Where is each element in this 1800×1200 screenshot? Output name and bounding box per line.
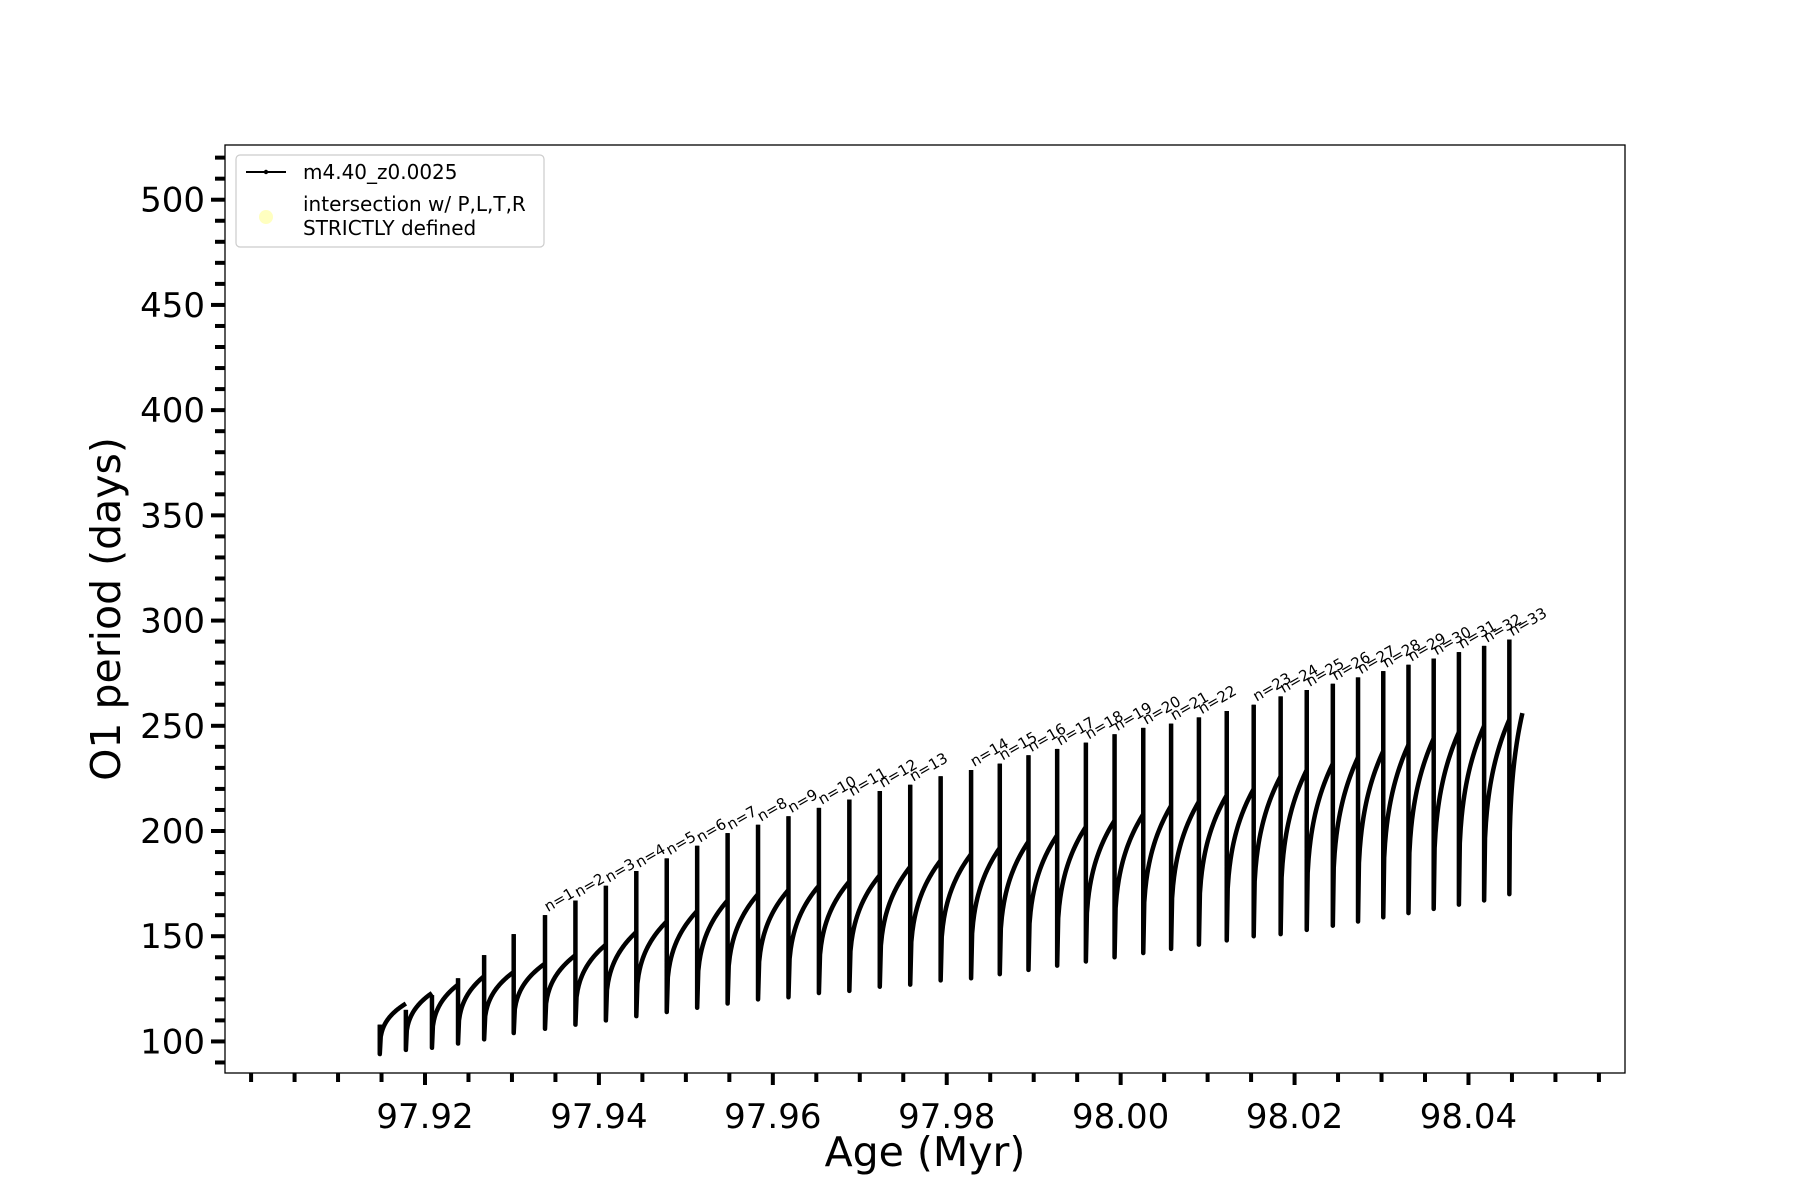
series-pulse [1381, 671, 1411, 920]
y-ticks: 100 150 200 250 300 350 400 450 500 [140, 155, 225, 1065]
y-tick-label: 100 [140, 1022, 205, 1062]
series-pulse [542, 915, 577, 1032]
series-pulse [429, 982, 460, 1050]
series-pulse [634, 870, 669, 1019]
legend-box [235, 154, 545, 248]
series-pulse [455, 974, 486, 1046]
y-axis-label: O1 period (days) [82, 437, 130, 781]
x-tick-label: 97.96 [724, 1097, 821, 1137]
series-pulse [755, 824, 791, 1002]
series-pulse [377, 1001, 408, 1057]
series-pulse [997, 763, 1031, 977]
series-pulse [847, 799, 882, 994]
series-pulse [511, 934, 547, 1036]
series-layer [377, 639, 1525, 1057]
series-pulse [1481, 645, 1512, 903]
x-ticks: 97.92 97.94 97.96 97.98 98.00 98.02 98.04 [249, 1073, 1601, 1137]
x-tick-label: 97.94 [550, 1097, 647, 1137]
series-pulse [1141, 727, 1174, 956]
series-pulse [907, 784, 943, 987]
series-pulse [694, 845, 730, 1011]
legend: m4.40_z0.0025 intersection w/ P,L,T,R STR… [235, 154, 545, 248]
y-tick-label: 350 [140, 496, 205, 536]
series-pulse [877, 791, 912, 989]
plot-area [225, 145, 1625, 1073]
y-tick-label: 450 [140, 286, 205, 326]
series-pulse [1196, 717, 1229, 947]
x-axis-label: Age (Myr) [825, 1128, 1026, 1176]
series-pulse [1431, 658, 1461, 912]
series-pulse [481, 955, 516, 1042]
series-pulse [938, 776, 973, 983]
series-pulse [664, 858, 699, 1015]
legend-entry-intersection: intersection w/ P,L,T,R STRICTLY defined [303, 192, 526, 240]
series-pulse [573, 900, 608, 1027]
legend-intersection-marker [259, 210, 273, 224]
y-tick-label: 300 [140, 602, 205, 642]
series-pulse [725, 833, 760, 1006]
y-tick-label: 150 [140, 917, 205, 957]
series-pulse [403, 991, 434, 1053]
x-tick-label: 97.98 [898, 1097, 995, 1137]
series-pulse [1026, 755, 1060, 973]
series-pulse [1456, 652, 1487, 907]
series-pulse [1083, 742, 1117, 964]
series-pulse [1112, 734, 1146, 960]
series-pulse [1355, 677, 1386, 924]
series-pulse [1054, 748, 1088, 968]
series-pulse [1304, 690, 1335, 933]
x-tick-label: 98.00 [1072, 1097, 1169, 1137]
x-tick-label: 97.92 [376, 1097, 473, 1137]
x-tick-label: 98.02 [1246, 1097, 1343, 1137]
series-pulse [1224, 711, 1256, 943]
x-tick-label: 98.04 [1420, 1097, 1517, 1137]
y-tick-label: 400 [140, 391, 205, 431]
legend-entry-series: m4.40_z0.0025 [303, 160, 458, 184]
plot-frame [224, 144, 1626, 1074]
y-tick-label: 500 [140, 181, 205, 221]
series-pulse [1251, 704, 1283, 939]
series-pulse [1330, 683, 1361, 928]
legend-dot-marker [263, 169, 269, 175]
series-pulse [968, 769, 1002, 981]
series-pulse [786, 816, 821, 1000]
y-tick-label: 200 [140, 812, 205, 852]
series-pulse [1168, 723, 1201, 952]
y-tick-label: 250 [140, 707, 205, 747]
series-pulse [1278, 696, 1309, 937]
series-pulse [816, 807, 852, 996]
series-pulse [603, 885, 638, 1023]
series-pulse [1406, 664, 1436, 916]
series-pulse [1507, 639, 1525, 897]
